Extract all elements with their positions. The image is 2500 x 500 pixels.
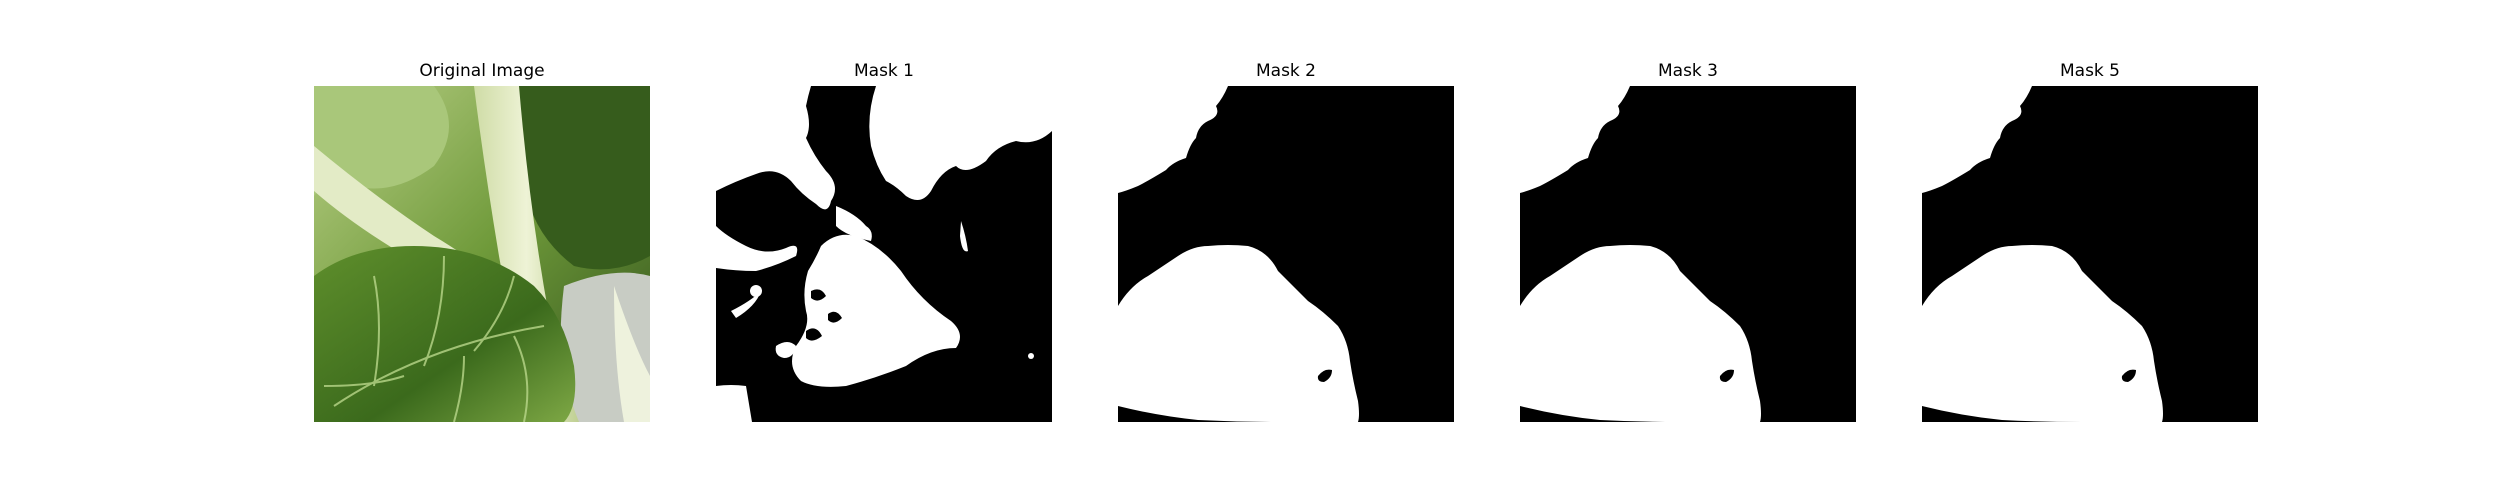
mask-1-image bbox=[716, 86, 1052, 422]
panel-original-image: Original Image bbox=[314, 58, 650, 422]
mask-3-image bbox=[1520, 86, 1856, 422]
panel-mask-1: Mask 1 bbox=[716, 58, 1052, 422]
original-photo bbox=[314, 86, 650, 422]
panel-title: Mask 2 bbox=[1118, 58, 1454, 84]
panel-title: Original Image bbox=[314, 58, 650, 84]
mask-2-image bbox=[1118, 86, 1454, 422]
panel-mask-3: Mask 3 bbox=[1520, 58, 1856, 422]
panel-title: Mask 3 bbox=[1520, 58, 1856, 84]
panel-mask-2: Mask 2 bbox=[1118, 58, 1454, 422]
mask-5-image bbox=[1922, 86, 2258, 422]
panel-title: Mask 5 bbox=[1922, 58, 2258, 84]
panel-mask-5: Mask 5 bbox=[1922, 58, 2258, 422]
panel-title: Mask 1 bbox=[716, 58, 1052, 84]
